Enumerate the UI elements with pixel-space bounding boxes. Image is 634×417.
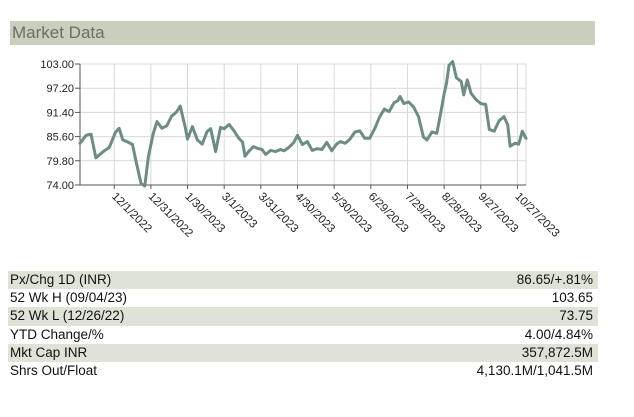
stat-value: 86.65/+.81% bbox=[516, 272, 593, 287]
stat-label: 52 Wk L (12/26/22) bbox=[10, 308, 125, 324]
stat-row-market-cap: Mkt Cap INR 357,872.5M bbox=[8, 343, 598, 362]
stat-row-shares-out-float: Shrs Out/Float 4,130.1M/1,041.5M bbox=[8, 362, 598, 380]
stat-row-52wk-high: 52 Wk H (09/04/23) 103.65 bbox=[8, 289, 598, 307]
stat-value: 4.00/4.84% bbox=[524, 326, 593, 342]
stats-table: Px/Chg 1D (INR) 86.65/+.81% 52 Wk H (09/… bbox=[8, 271, 598, 380]
stat-label: YTD Change/% bbox=[10, 326, 104, 342]
y-tick-label: 97.20 bbox=[46, 83, 74, 95]
market-data-header: Market Data bbox=[10, 21, 595, 45]
stat-label: Px/Chg 1D (INR) bbox=[10, 272, 112, 287]
stat-value: 103.65 bbox=[551, 290, 593, 306]
y-tick-label: 85.60 bbox=[46, 132, 74, 144]
y-tick-label: 74.00 bbox=[46, 180, 74, 192]
section-title: Market Data bbox=[12, 23, 105, 42]
stat-label: Mkt Cap INR bbox=[10, 344, 88, 360]
stat-value: 73.75 bbox=[559, 308, 593, 324]
stat-row-52wk-low: 52 Wk L (12/26/22) 73.75 bbox=[8, 307, 598, 326]
stat-row-ytd-change: YTD Change/% 4.00/4.84% bbox=[8, 326, 598, 344]
x-tick-label: 10/27/2023 bbox=[512, 191, 561, 240]
y-tick-label: 91.40 bbox=[46, 107, 74, 119]
stat-value: 357,872.5M bbox=[521, 344, 593, 360]
y-tick-label: 79.80 bbox=[46, 156, 74, 168]
stat-value: 4,130.1M/1,041.5M bbox=[476, 362, 593, 378]
price-chart: 103.0097.2091.4085.6079.8074.0012/1/2022… bbox=[40, 59, 561, 240]
price-series-line bbox=[78, 60, 528, 188]
stat-label: 52 Wk H (09/04/23) bbox=[10, 290, 128, 306]
stat-label: Shrs Out/Float bbox=[10, 362, 98, 378]
y-tick-label: 103.00 bbox=[40, 59, 74, 71]
stat-row-price-change: Px/Chg 1D (INR) 86.65/+.81% bbox=[8, 271, 598, 290]
